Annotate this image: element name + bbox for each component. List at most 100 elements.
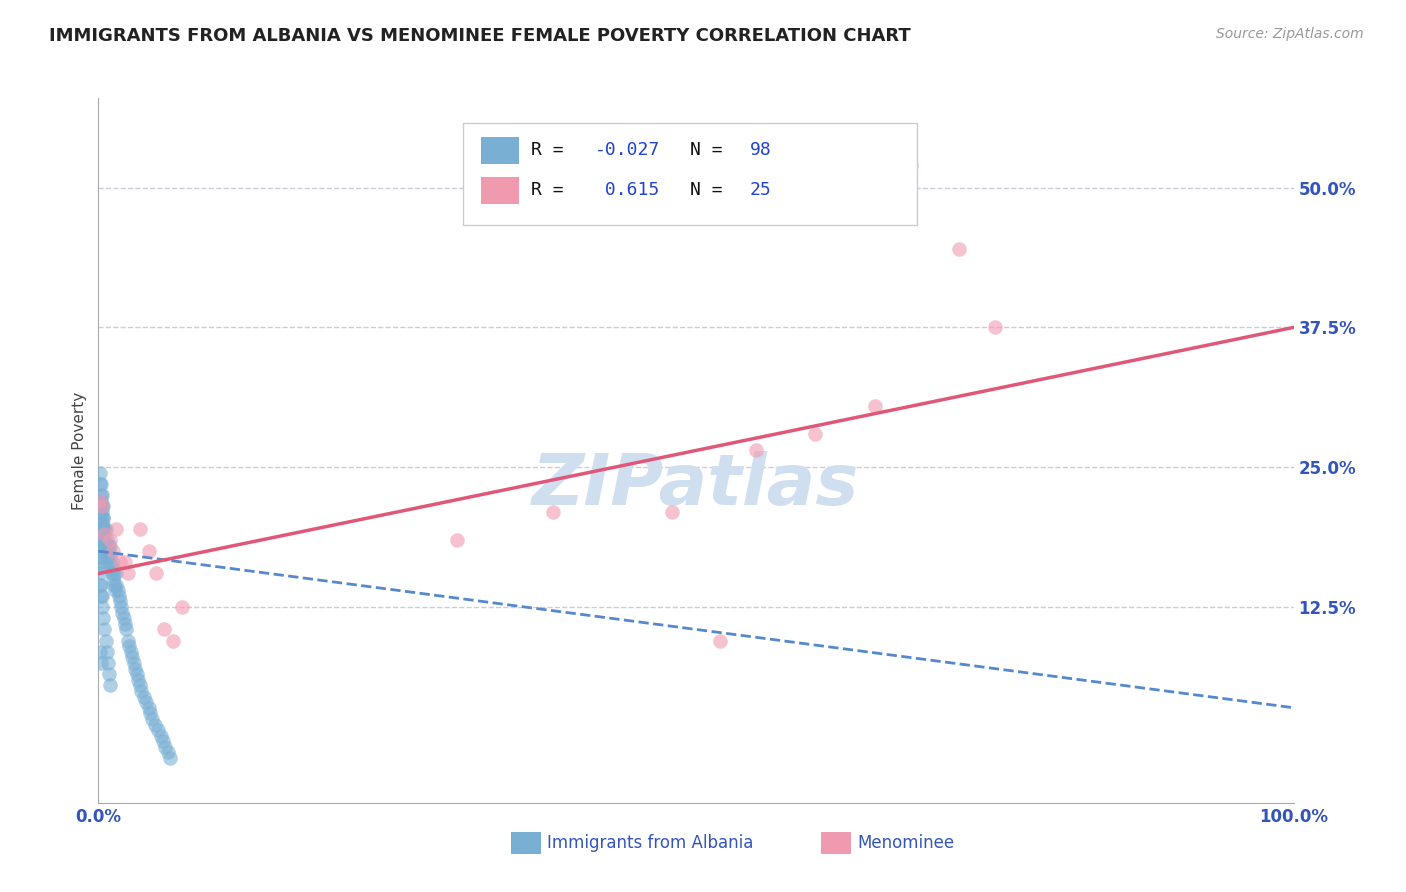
Text: ZIPatlas: ZIPatlas bbox=[533, 451, 859, 520]
Point bbox=[91, 539, 114, 553]
Point bbox=[138, 700, 160, 714]
Point bbox=[120, 645, 142, 659]
Point bbox=[129, 522, 152, 536]
Point bbox=[900, 158, 922, 172]
Y-axis label: Female Poverty: Female Poverty bbox=[72, 392, 87, 509]
Point bbox=[111, 606, 134, 620]
Point bbox=[108, 555, 131, 569]
Point bbox=[96, 533, 118, 547]
Point bbox=[89, 555, 111, 569]
Text: IMMIGRANTS FROM ALBANIA VS MENOMINEE FEMALE POVERTY CORRELATION CHART: IMMIGRANTS FROM ALBANIA VS MENOMINEE FEM… bbox=[49, 27, 911, 45]
Point bbox=[149, 729, 172, 743]
Point bbox=[89, 516, 111, 531]
FancyBboxPatch shape bbox=[821, 832, 852, 854]
Point bbox=[101, 561, 124, 575]
Point bbox=[96, 544, 118, 558]
Point bbox=[98, 539, 122, 553]
Point bbox=[94, 633, 117, 648]
Point bbox=[127, 673, 149, 687]
Point bbox=[162, 633, 184, 648]
Point bbox=[104, 583, 127, 598]
Point bbox=[948, 242, 970, 256]
Point bbox=[94, 539, 117, 553]
Point bbox=[89, 549, 111, 564]
Point bbox=[97, 539, 120, 553]
Point bbox=[118, 639, 141, 653]
Point bbox=[89, 566, 111, 581]
Text: Menominee: Menominee bbox=[858, 834, 955, 852]
Point bbox=[97, 656, 120, 670]
Point bbox=[90, 533, 112, 547]
Point bbox=[114, 555, 136, 569]
Point bbox=[446, 533, 468, 547]
Point bbox=[91, 589, 114, 603]
Point bbox=[661, 505, 683, 519]
Point bbox=[89, 493, 111, 508]
Text: -0.027: -0.027 bbox=[595, 141, 659, 160]
Point bbox=[159, 751, 181, 765]
Point bbox=[131, 684, 153, 698]
Point bbox=[100, 555, 122, 569]
Point bbox=[172, 600, 194, 615]
Point bbox=[90, 522, 112, 536]
Point bbox=[145, 566, 167, 581]
Point bbox=[89, 522, 111, 536]
Text: Source: ZipAtlas.com: Source: ZipAtlas.com bbox=[1216, 27, 1364, 41]
Point bbox=[89, 505, 111, 519]
Point bbox=[91, 505, 114, 519]
Point bbox=[105, 566, 128, 581]
Point bbox=[143, 717, 166, 731]
Point bbox=[91, 516, 114, 531]
Text: R =: R = bbox=[531, 141, 575, 160]
Point bbox=[91, 500, 114, 514]
Point bbox=[117, 633, 139, 648]
Point bbox=[91, 500, 114, 514]
Point bbox=[124, 656, 146, 670]
Point bbox=[93, 522, 115, 536]
Point bbox=[98, 555, 121, 569]
Text: N =: N = bbox=[690, 141, 734, 160]
Point bbox=[89, 645, 111, 659]
FancyBboxPatch shape bbox=[510, 832, 541, 854]
Point bbox=[125, 667, 148, 681]
Point bbox=[89, 577, 111, 591]
Point bbox=[91, 522, 114, 536]
Point bbox=[96, 645, 118, 659]
Point bbox=[91, 533, 114, 547]
Text: 98: 98 bbox=[749, 141, 772, 160]
Text: N =: N = bbox=[690, 181, 734, 200]
Point bbox=[156, 746, 179, 760]
Point bbox=[105, 577, 128, 591]
Point bbox=[745, 443, 768, 458]
Point bbox=[105, 522, 128, 536]
Point bbox=[89, 493, 111, 508]
Point bbox=[90, 577, 112, 591]
Point bbox=[98, 533, 122, 547]
Point bbox=[100, 566, 122, 581]
Text: 0.615: 0.615 bbox=[595, 181, 659, 200]
Point bbox=[91, 500, 114, 514]
Point bbox=[138, 544, 160, 558]
Point bbox=[101, 572, 124, 586]
Point bbox=[101, 544, 124, 558]
Point bbox=[90, 477, 112, 491]
FancyBboxPatch shape bbox=[481, 177, 519, 204]
Text: 25: 25 bbox=[749, 181, 772, 200]
Point bbox=[108, 594, 131, 608]
Point bbox=[139, 706, 162, 721]
Point bbox=[98, 561, 122, 575]
Point bbox=[91, 510, 114, 524]
Text: Immigrants from Albania: Immigrants from Albania bbox=[547, 834, 754, 852]
Point bbox=[93, 544, 115, 558]
Point bbox=[129, 678, 152, 692]
Point bbox=[865, 399, 887, 413]
Point bbox=[93, 623, 115, 637]
Point bbox=[98, 544, 121, 558]
Point bbox=[90, 589, 112, 603]
Point bbox=[97, 549, 120, 564]
Point bbox=[98, 667, 121, 681]
Text: R =: R = bbox=[531, 181, 575, 200]
Point bbox=[107, 589, 129, 603]
Point bbox=[115, 623, 138, 637]
Point bbox=[89, 539, 111, 553]
